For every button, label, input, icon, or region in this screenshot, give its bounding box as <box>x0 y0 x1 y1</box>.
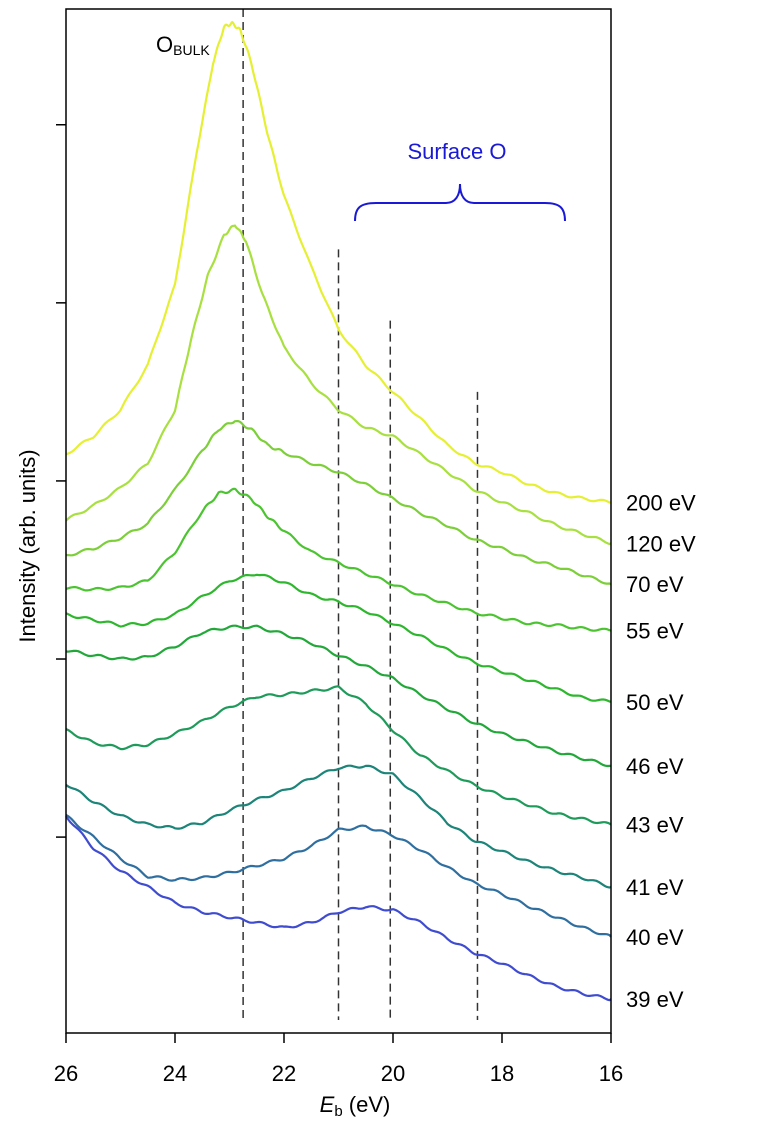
series-label-40-eV: 40 eV <box>626 925 684 950</box>
series-label-55-eV: 55 eV <box>626 619 684 644</box>
bulk-annotation-sub: BULK <box>173 42 210 58</box>
series-line-55-eV <box>65 487 612 632</box>
series-line-43-eV <box>65 685 612 826</box>
series-label-200-eV: 200 eV <box>626 490 696 515</box>
series-label-120-eV: 120 eV <box>626 531 696 556</box>
x-tick-label: 20 <box>381 1061 405 1086</box>
series-line-120-eV <box>65 224 612 546</box>
x-axis-title-unit: (eV) <box>343 1092 391 1117</box>
series-label-43-eV: 43 eV <box>626 813 684 838</box>
series-line-40-eV <box>65 813 612 938</box>
series-labels-group: 200 eV 120 eV 70 eV 55 eV 50 eV 46 eV 43 eV 41 … <box>626 490 696 1012</box>
series-line-70-eV <box>65 420 612 586</box>
plot-frame <box>65 8 612 1034</box>
x-axis-title-sub: b <box>334 1103 342 1120</box>
surface-annotation-label: Surface O <box>407 139 506 164</box>
series-label-39-eV: 39 eV <box>626 987 684 1012</box>
series-line-41-eV <box>65 764 612 889</box>
reference-lines-group <box>242 9 479 1020</box>
series-group <box>65 20 612 1002</box>
bulk-annotation: OBULK <box>156 32 210 58</box>
bulk-annotation-main: O <box>156 32 173 57</box>
series-label-41-eV: 41 eV <box>626 875 684 900</box>
x-tick-label: 16 <box>599 1061 623 1086</box>
series-label-46-eV: 46 eV <box>626 754 684 779</box>
x-tick-label: 22 <box>272 1061 296 1086</box>
x-tick-label: 26 <box>54 1061 78 1086</box>
series-label-50-eV: 50 eV <box>626 690 684 715</box>
series-label-70-eV: 70 eV <box>626 572 684 597</box>
surface-brace <box>354 183 566 222</box>
x-axis-title-main: E <box>320 1092 335 1117</box>
series-line-39-eV <box>65 815 612 1002</box>
x-tick-label: 18 <box>490 1061 514 1086</box>
y-axis-ticks-group <box>56 124 66 838</box>
series-line-50-eV <box>65 573 612 703</box>
series-line-200-eV <box>65 20 612 504</box>
x-tick-label: 24 <box>163 1061 187 1086</box>
y-axis-title: Intensity (arb. units) <box>15 449 40 642</box>
x-axis-title: Eb (eV) <box>320 1092 391 1120</box>
x-axis-ticks-group: 26 24 22 20 18 16 <box>54 1033 623 1086</box>
series-line-46-eV <box>65 624 611 768</box>
